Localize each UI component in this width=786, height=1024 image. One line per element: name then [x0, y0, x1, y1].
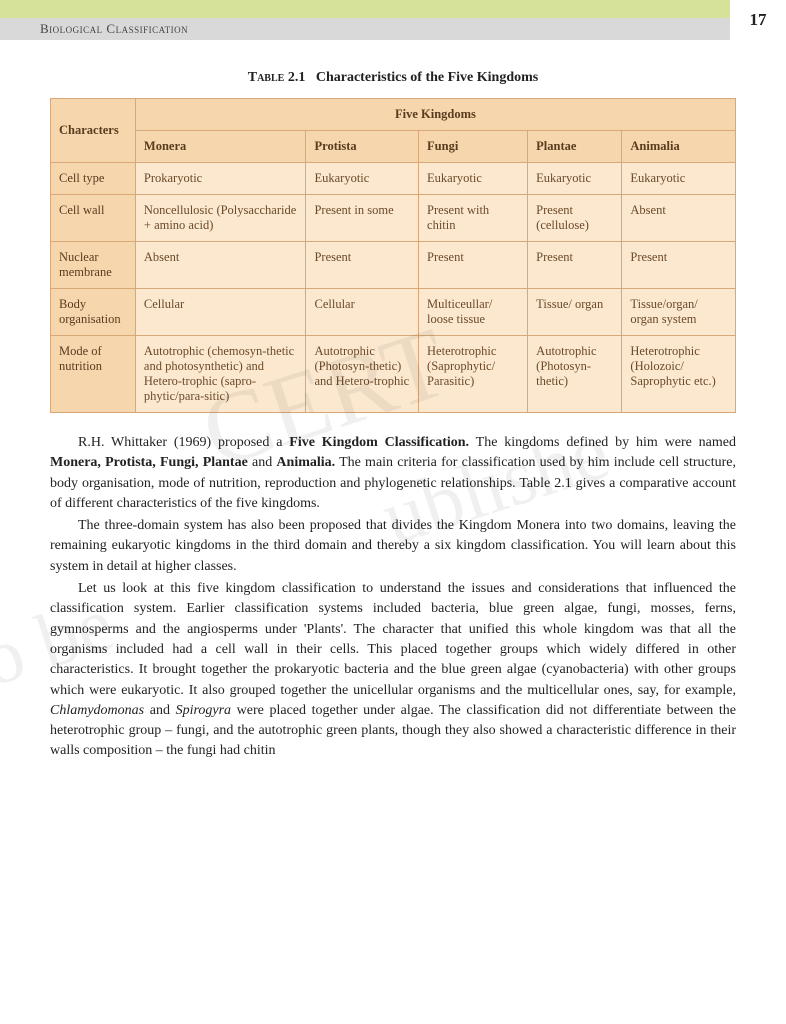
table-row: Cell wall Noncellulosic (Polysaccharide …: [51, 195, 736, 242]
row-label: Cell type: [51, 163, 136, 195]
cell: Present (cellulose): [528, 195, 622, 242]
table-row: Cell type Prokaryotic Eukaryotic Eukaryo…: [51, 163, 736, 195]
super-header: Five Kingdoms: [135, 99, 735, 131]
table-row: Nuclear membrane Absent Present Present …: [51, 242, 736, 289]
page-number: 17: [730, 0, 786, 40]
cell: Autotrophic (Photosyn-thetic) and Hetero…: [306, 336, 419, 413]
cell: Present: [306, 242, 419, 289]
cell: Eukaryotic: [622, 163, 736, 195]
p3-i2: Spirogyra: [176, 703, 231, 718]
row-label: Body organisation: [51, 289, 136, 336]
column-headers-row: Monera Protista Fungi Plantae Animalia: [51, 131, 736, 163]
col-protista: Protista: [306, 131, 419, 163]
cell: Present in some: [306, 195, 419, 242]
cell: Autotrophic (chemosyn-thetic and photosy…: [135, 336, 306, 413]
row-label: Nuclear membrane: [51, 242, 136, 289]
row-label: Cell wall: [51, 195, 136, 242]
table-row: Mode of nutrition Autotrophic (chemosyn-…: [51, 336, 736, 413]
header-green-strip: [0, 0, 786, 18]
p3-i1: Chlamydomonas: [50, 703, 144, 718]
paragraph-3: Let us look at this five kingdom classif…: [50, 579, 736, 762]
cell: Cellular: [306, 289, 419, 336]
cell: Noncellulosic (Polysaccharide + amino ac…: [135, 195, 306, 242]
page-content: CERT to be ublishe Table 2.1 Characteris…: [0, 40, 786, 784]
cell: Absent: [622, 195, 736, 242]
five-kingdoms-table: Characters Five Kingdoms Monera Protista…: [50, 98, 736, 413]
cell: Absent: [135, 242, 306, 289]
cell: Tissue/organ/ organ system: [622, 289, 736, 336]
p1-b1: Five Kingdom Classification.: [289, 435, 469, 450]
body-text: R.H. Whittaker (1969) proposed a Five Ki…: [50, 433, 736, 762]
paragraph-2: The three-domain system has also been pr…: [50, 516, 736, 577]
col-animalia: Animalia: [622, 131, 736, 163]
p3-pre: Let us look at this five kingdom classif…: [50, 581, 736, 697]
paragraph-1: R.H. Whittaker (1969) proposed a Five Ki…: [50, 433, 736, 514]
p1-b2: Monera, Protista, Fungi, Plantae: [50, 455, 248, 470]
p1-b3: Animalia.: [276, 455, 335, 470]
cell: Present with chitin: [419, 195, 528, 242]
col-monera: Monera: [135, 131, 306, 163]
cell: Present: [528, 242, 622, 289]
table-caption: Table 2.1 Characteristics of the Five Ki…: [50, 70, 736, 86]
p1-pre: R.H. Whittaker (1969) proposed a: [78, 435, 289, 450]
cell: Autotrophic (Photosyn-thetic): [528, 336, 622, 413]
row-label: Mode of nutrition: [51, 336, 136, 413]
cell: Eukaryotic: [419, 163, 528, 195]
cell: Cellular: [135, 289, 306, 336]
row-header-title: Characters: [51, 99, 136, 163]
cell: Prokaryotic: [135, 163, 306, 195]
col-plantae: Plantae: [528, 131, 622, 163]
p1-mid1: The kingdoms defined by him were named: [469, 435, 736, 450]
cell: Present: [419, 242, 528, 289]
table-number: Table 2.1: [248, 70, 306, 85]
cell: Tissue/ organ: [528, 289, 622, 336]
chapter-title: Biological Classification: [40, 21, 188, 37]
cell: Heterotrophic (Saprophytic/ Parasitic): [419, 336, 528, 413]
cell: Eukaryotic: [306, 163, 419, 195]
header-gray-strip: Biological Classification 17: [0, 18, 786, 40]
cell: Present: [622, 242, 736, 289]
p3-mid1: and: [144, 703, 175, 718]
cell: Eukaryotic: [528, 163, 622, 195]
table-caption-text: Characteristics of the Five Kingdoms: [316, 70, 538, 85]
col-fungi: Fungi: [419, 131, 528, 163]
p1-mid2: and: [248, 455, 277, 470]
table-row: Body organisation Cellular Cellular Mult…: [51, 289, 736, 336]
cell: Multiceullar/ loose tissue: [419, 289, 528, 336]
page-header: Biological Classification 17: [0, 0, 786, 40]
cell: Heterotrophic (Holozoic/ Saprophytic etc…: [622, 336, 736, 413]
